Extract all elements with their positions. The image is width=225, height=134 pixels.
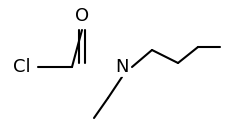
Text: O: O	[75, 7, 89, 25]
Text: N: N	[115, 58, 128, 76]
Text: Cl: Cl	[13, 58, 31, 76]
